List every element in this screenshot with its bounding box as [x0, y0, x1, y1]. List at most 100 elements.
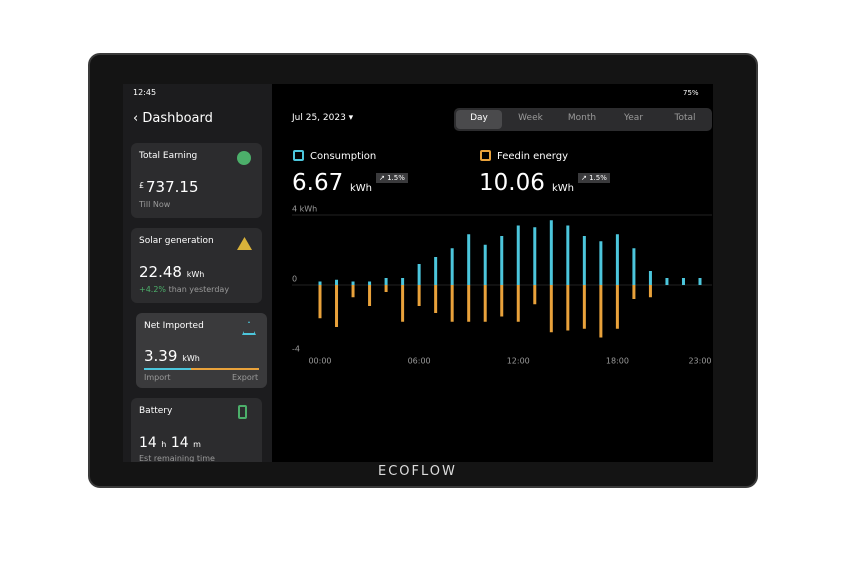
- x-tick-label: 18:00: [606, 357, 629, 366]
- stat-change: ↗ 1.5%: [376, 173, 408, 183]
- card-value: 3.39 kWh: [144, 347, 200, 365]
- bar: [401, 285, 405, 322]
- bar: [599, 285, 603, 338]
- bar: [467, 285, 471, 322]
- coin-icon: [237, 151, 251, 165]
- brand-logo: ECOFLOW: [378, 464, 457, 479]
- m-unit: m: [193, 440, 201, 449]
- card-value: 22.48 kWh: [139, 263, 204, 281]
- card-title: Net Imported: [144, 321, 204, 331]
- change: +4.2%: [139, 285, 167, 294]
- bar: [434, 257, 438, 285]
- bar: [384, 278, 388, 285]
- h-unit: h: [161, 440, 167, 449]
- tab[interactable]: Day: [470, 113, 488, 123]
- card-selected[interactable]: [136, 313, 267, 388]
- card[interactable]: [131, 398, 262, 462]
- bar: [615, 234, 619, 285]
- bar: [566, 225, 570, 285]
- bar: [632, 285, 636, 299]
- feedin-icon: [480, 150, 491, 161]
- x-tick-label: 00:00: [308, 357, 331, 366]
- sidebar-title: Dashboard: [142, 111, 213, 126]
- bar: [582, 236, 586, 285]
- card[interactable]: [131, 228, 262, 303]
- x-tick-label: 12:00: [507, 357, 530, 366]
- tab[interactable]: Week: [518, 113, 543, 123]
- y-tick-label: 0: [292, 275, 297, 284]
- bar: [516, 285, 520, 322]
- card-title: Battery: [139, 406, 173, 416]
- note: than yesterday: [168, 285, 230, 294]
- bar: [648, 285, 652, 298]
- unit: kWh: [182, 354, 200, 363]
- date: Jul 25, 2023: [292, 113, 346, 123]
- bar: [318, 285, 322, 319]
- stat-label: Consumption: [310, 151, 377, 162]
- bar: [417, 285, 421, 306]
- card-note: Est remaining time: [139, 454, 215, 462]
- stat-value: 6.67: [292, 170, 344, 196]
- bar: [566, 285, 570, 331]
- bar: [467, 234, 471, 285]
- bar: [483, 285, 487, 322]
- status-battery: 75%: [683, 89, 699, 97]
- bar: [549, 220, 553, 285]
- unit: kWh: [186, 270, 205, 279]
- import-bar: [144, 368, 191, 370]
- hours: 14: [139, 435, 157, 451]
- currency: £: [139, 181, 145, 190]
- y-tick-label: -4: [292, 345, 300, 354]
- bar: [681, 278, 685, 285]
- battery-icon: [238, 405, 247, 419]
- minutes: 14: [170, 435, 189, 451]
- bar: [582, 285, 586, 329]
- card-title: Total Earning: [139, 151, 198, 161]
- bar: [335, 285, 339, 327]
- bar: [599, 241, 603, 285]
- tab[interactable]: Month: [567, 113, 597, 123]
- card-value: 14 h 14 m: [139, 435, 201, 451]
- bar: [450, 248, 454, 285]
- bar: [384, 285, 388, 292]
- bar: [401, 278, 405, 285]
- export-bar: [191, 368, 259, 370]
- consumption-icon: [293, 150, 304, 161]
- value: 22.48: [139, 263, 182, 281]
- import-label: Import: [144, 373, 171, 382]
- x-tick-label: 06:00: [408, 357, 431, 366]
- bar: [368, 281, 372, 285]
- bar: [368, 285, 372, 306]
- value: 3.39: [144, 347, 178, 365]
- bar: [648, 271, 652, 285]
- bar: [615, 285, 619, 329]
- bar: [698, 278, 702, 285]
- tab[interactable]: Year: [623, 113, 644, 123]
- card-note: Till Now: [139, 200, 171, 209]
- bar: [351, 285, 355, 298]
- stat-value: 10.06: [479, 170, 545, 196]
- bar: [500, 236, 504, 285]
- bar: [516, 225, 520, 285]
- back-button[interactable]: ‹ Dashboard: [133, 111, 213, 126]
- bar: [549, 285, 553, 333]
- bar: [500, 285, 504, 317]
- card-title: Solar generation: [139, 236, 214, 246]
- tab[interactable]: Total: [674, 113, 696, 123]
- bar: [533, 285, 537, 305]
- bar: [335, 279, 339, 285]
- export-label: Export: [232, 373, 259, 382]
- bar: [665, 278, 669, 285]
- y-tick-label: 4 kWh: [292, 205, 317, 214]
- card-value: 737.15: [146, 178, 199, 196]
- stat-unit: kWh: [552, 183, 575, 194]
- date-picker[interactable]: Jul 25, 2023 ▾: [292, 113, 354, 123]
- tab-group: [454, 108, 712, 131]
- stat-label: Feedin energy: [497, 151, 568, 162]
- stat-change: ↗ 1.5%: [578, 173, 610, 183]
- bar: [450, 285, 454, 322]
- stat-unit: kWh: [350, 183, 373, 194]
- card-note: +4.2% than yesterday: [139, 285, 229, 294]
